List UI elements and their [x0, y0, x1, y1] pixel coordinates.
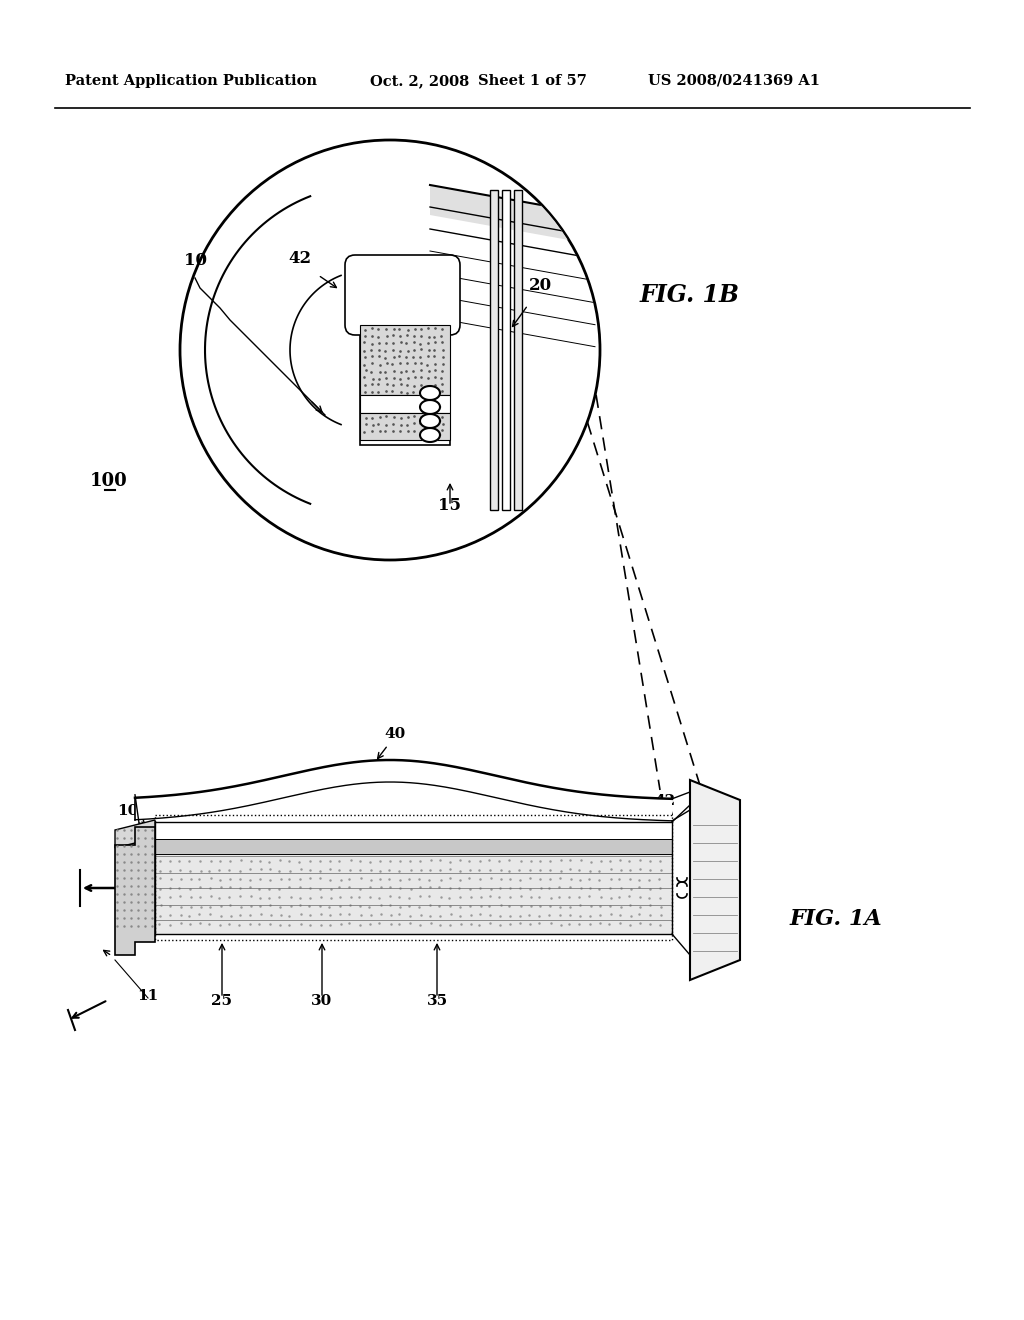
Text: 42: 42	[289, 249, 311, 267]
Polygon shape	[155, 822, 672, 935]
Text: FIG. 1B: FIG. 1B	[640, 282, 740, 308]
Text: 10: 10	[118, 804, 138, 818]
Polygon shape	[205, 197, 341, 504]
Polygon shape	[690, 780, 740, 979]
Text: FIG. 1A: FIG. 1A	[790, 908, 883, 931]
Polygon shape	[135, 760, 672, 821]
Polygon shape	[155, 822, 672, 840]
Polygon shape	[360, 395, 450, 413]
Polygon shape	[155, 840, 672, 854]
Polygon shape	[360, 265, 450, 445]
Text: 40: 40	[384, 727, 406, 741]
Polygon shape	[502, 190, 510, 510]
Text: 25: 25	[212, 994, 232, 1008]
Text: Oct. 2, 2008: Oct. 2, 2008	[370, 74, 469, 88]
Text: 42: 42	[654, 795, 676, 808]
Polygon shape	[360, 413, 450, 440]
Polygon shape	[420, 414, 440, 428]
Polygon shape	[355, 275, 450, 319]
Text: 30: 30	[311, 994, 333, 1008]
Polygon shape	[514, 190, 522, 510]
Text: 35: 35	[426, 994, 447, 1008]
Text: 20: 20	[528, 277, 552, 294]
Polygon shape	[420, 428, 440, 442]
Polygon shape	[430, 185, 580, 242]
Polygon shape	[420, 400, 440, 414]
Polygon shape	[420, 385, 440, 400]
Text: Sheet 1 of 57: Sheet 1 of 57	[478, 74, 587, 88]
Text: 15: 15	[438, 498, 462, 513]
Text: 11: 11	[137, 989, 159, 1003]
Polygon shape	[490, 190, 498, 510]
Polygon shape	[115, 820, 155, 847]
Circle shape	[180, 140, 600, 560]
Polygon shape	[360, 325, 450, 395]
Polygon shape	[115, 828, 155, 954]
Text: 100: 100	[90, 473, 128, 490]
FancyBboxPatch shape	[345, 255, 460, 335]
Text: Patent Application Publication: Patent Application Publication	[65, 74, 317, 88]
Text: 10: 10	[183, 252, 207, 269]
Text: US 2008/0241369 A1: US 2008/0241369 A1	[648, 74, 820, 88]
